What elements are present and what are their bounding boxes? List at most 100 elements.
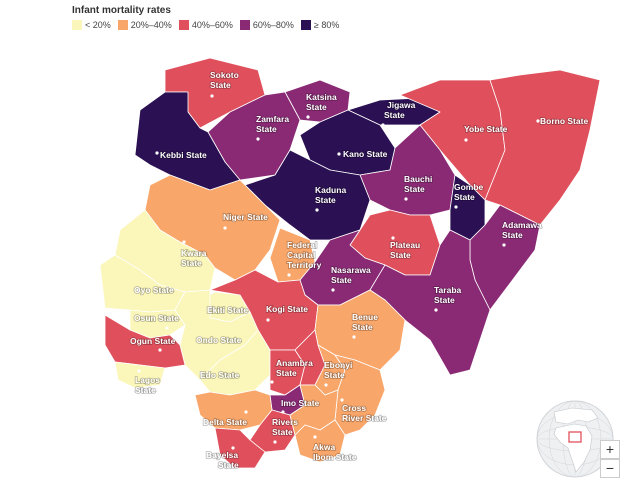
label-imo: Imo State — [280, 397, 320, 414]
locator-highlight-box — [568, 431, 582, 443]
legend-swatch — [239, 20, 250, 30]
svg-text:Bauchi: Bauchi — [404, 174, 432, 184]
state-kebbi[interactable] — [134, 91, 241, 191]
svg-text:State: State — [315, 195, 336, 205]
svg-text:Ibom State: Ibom State — [313, 452, 357, 462]
state-borno[interactable] — [484, 69, 601, 226]
label-ekiti: Ekiti State — [206, 304, 249, 316]
svg-text:Federal: Federal — [287, 240, 317, 250]
svg-text:Kaduna: Kaduna — [315, 185, 346, 195]
legend-label: ≥ 80% — [313, 20, 340, 30]
svg-text:Capital: Capital — [287, 250, 315, 260]
svg-text:State: State — [306, 102, 327, 112]
state-akwa-ibom[interactable] — [294, 419, 346, 463]
globe-locator-map[interactable] — [534, 398, 616, 480]
svg-text:Cross: Cross — [342, 403, 366, 413]
svg-text:Kogi State: Kogi State — [266, 304, 308, 314]
svg-text:Osun State: Osun State — [134, 313, 179, 323]
svg-text:State: State — [434, 295, 455, 305]
svg-text:State: State — [390, 250, 411, 260]
svg-text:Ogun State: Ogun State — [130, 336, 176, 346]
svg-text:State: State — [181, 258, 202, 268]
legend-label: 40%–60% — [191, 20, 233, 30]
legend-swatch — [178, 20, 189, 30]
svg-text:Edo State: Edo State — [200, 370, 239, 380]
state-lagos[interactable] — [114, 361, 166, 389]
svg-text:State: State — [384, 110, 405, 120]
label-yobe: Yobe State — [463, 123, 508, 142]
svg-text:Zamfara: Zamfara — [256, 114, 289, 124]
legend-item-40-60: 40%–60% — [178, 20, 233, 30]
label-oyo: Oyo State — [133, 284, 175, 296]
svg-text:Kebbi State: Kebbi State — [160, 150, 207, 160]
svg-text:Lagos: Lagos — [135, 375, 160, 385]
label-delta: Delta State — [202, 410, 248, 428]
zoom-out-button[interactable]: − — [600, 459, 620, 478]
svg-text:Anambra: Anambra — [276, 358, 313, 368]
state-cross-river[interactable] — [334, 354, 386, 436]
svg-text:Katsina: Katsina — [306, 92, 337, 102]
svg-text:Oyo State: Oyo State — [134, 285, 174, 295]
legend-items: < 20% 20%–40% 40%–60% 60%–80% ≥ 80% — [72, 20, 339, 30]
svg-text:State: State — [276, 368, 297, 378]
map-legend: Infant mortality rates < 20% 20%–40% 40%… — [72, 5, 339, 30]
svg-text:State: State — [331, 275, 352, 285]
state-ogun[interactable] — [104, 314, 186, 369]
svg-text:Taraba: Taraba — [434, 285, 462, 295]
svg-text:Ekiti State: Ekiti State — [207, 305, 248, 315]
legend-swatch — [72, 20, 82, 30]
svg-text:Nasarawa: Nasarawa — [331, 265, 371, 275]
label-ondo: Ondo State — [195, 334, 242, 346]
legend-item-20-40: 20%–40% — [117, 20, 172, 30]
state-bayelsa[interactable] — [214, 427, 266, 469]
svg-text:Territory: Territory — [287, 260, 322, 270]
svg-text:Jigawa: Jigawa — [387, 100, 416, 110]
svg-text:State: State — [404, 184, 425, 194]
legend-label: 20%–40% — [130, 20, 172, 30]
svg-text:Akwa: Akwa — [313, 442, 335, 452]
label-kano: Kano State — [337, 148, 388, 160]
svg-text:State: State — [218, 460, 239, 470]
svg-text:State: State — [502, 230, 523, 240]
label-edo: Edo State — [199, 369, 240, 381]
svg-text:Delta State: Delta State — [203, 417, 247, 427]
label-kebbi: Kebbi State — [155, 149, 208, 161]
legend-label: < 20% — [85, 20, 111, 30]
legend-item-80-plus: ≥ 80% — [300, 20, 340, 30]
zoom-in-button[interactable]: + — [600, 440, 620, 459]
legend-item-under-20: < 20% — [72, 20, 111, 30]
svg-text:Imo State: Imo State — [281, 398, 320, 408]
legend-title: Infant mortality rates — [72, 5, 171, 16]
svg-text:Borno State: Borno State — [540, 116, 588, 126]
svg-text:Rivers: Rivers — [272, 417, 298, 427]
svg-text:River State: River State — [342, 413, 387, 423]
svg-text:Sokoto: Sokoto — [210, 70, 239, 80]
label-kogi: Kogi State — [265, 303, 309, 322]
svg-text:Kwara: Kwara — [181, 248, 207, 258]
svg-text:Ebonyi: Ebonyi — [324, 360, 352, 370]
svg-text:State: State — [324, 370, 345, 380]
label-niger: Niger State — [222, 211, 269, 230]
svg-text:Gombe: Gombe — [454, 182, 484, 192]
svg-text:Ondo State: Ondo State — [196, 335, 242, 345]
svg-text:State: State — [256, 124, 277, 134]
